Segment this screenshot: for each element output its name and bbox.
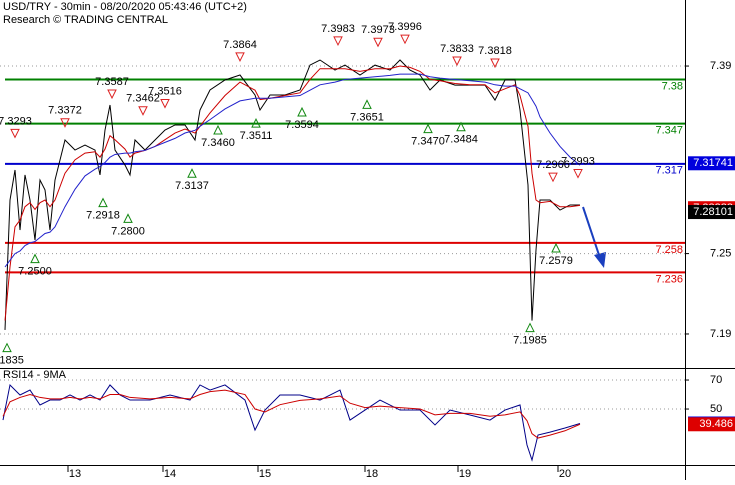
high-label: 7.3833 <box>440 43 474 55</box>
x-tick-label: 18 <box>366 468 378 480</box>
price-tag-label: 7.28101 <box>693 206 733 218</box>
low-label: 7.3460 <box>201 137 235 149</box>
y-tick-label: 7.19 <box>710 328 731 340</box>
low-marker <box>30 253 40 264</box>
chart-title: USD/TRY - 30min - 08/20/2020 05:43:46 (U… <box>3 1 247 13</box>
high-marker <box>548 172 558 183</box>
level-label: 7.347 <box>655 125 683 137</box>
low-marker <box>525 322 535 333</box>
low-label: 7.2800 <box>111 225 145 237</box>
x-tick-label: 20 <box>559 468 571 480</box>
high-label: 7.3516 <box>148 85 182 97</box>
low-marker <box>297 106 307 117</box>
x-tick-label: 15 <box>259 468 271 480</box>
low-marker <box>2 342 12 353</box>
low-label: 7.3470 <box>411 136 445 148</box>
high-label: 7.3864 <box>223 39 257 51</box>
high-marker <box>107 89 117 100</box>
high-marker <box>333 36 343 47</box>
price-tag-label: 7.31741 <box>693 157 733 169</box>
high-label: 7.3372 <box>48 105 82 117</box>
y-tick-label: 50 <box>710 403 722 415</box>
high-marker <box>490 58 500 69</box>
high-label: 7.3983 <box>321 23 355 35</box>
series-line <box>4 59 580 330</box>
price-tag-label: 39.486 <box>699 418 733 430</box>
y-tick-label: 7.39 <box>710 60 731 72</box>
low-marker <box>213 124 223 135</box>
high-marker <box>10 128 20 139</box>
x-tick-label: 13 <box>69 468 81 480</box>
high-label: 7.3587 <box>95 76 129 88</box>
x-tick-label: 19 <box>459 468 471 480</box>
low-marker <box>187 168 197 178</box>
level-label: 7.236 <box>655 273 683 285</box>
x-tick-label: 14 <box>164 468 176 480</box>
high-marker <box>235 52 245 62</box>
series-line <box>4 73 581 268</box>
high-label: 7.2993 <box>561 155 595 167</box>
chart-subtitle: Research © TRADING CENTRAL <box>3 14 168 26</box>
low-label: 7.3511 <box>240 130 273 142</box>
level-label: 7.258 <box>655 244 683 256</box>
high-marker <box>160 98 170 109</box>
high-marker <box>400 34 410 45</box>
high-marker <box>573 169 583 179</box>
forecast-arrow <box>582 206 601 259</box>
high-label: 7.3996 <box>388 21 422 33</box>
price-tag <box>688 156 735 171</box>
series-line <box>2 389 581 439</box>
low-label: 7.3484 <box>444 134 478 146</box>
level-label: 7.38 <box>662 80 683 92</box>
series-line <box>4 65 581 321</box>
low-label: 7.3137 <box>175 180 209 192</box>
high-label: 7.3293 <box>0 115 32 127</box>
low-marker <box>456 121 466 132</box>
level-label: 7.317 <box>655 165 683 177</box>
high-marker <box>138 106 148 116</box>
series-line <box>2 383 581 462</box>
low-label: 7.1835 <box>0 355 24 367</box>
low-marker <box>98 197 108 208</box>
low-marker <box>123 213 133 223</box>
low-marker <box>362 99 372 109</box>
y-tick-label: 70 <box>710 374 722 386</box>
low-marker <box>551 242 561 253</box>
high-label: 7.2966 <box>536 159 570 171</box>
low-label: 7.2579 <box>539 255 573 267</box>
high-marker <box>60 118 70 128</box>
y-tick-label: 7.25 <box>710 248 731 260</box>
high-marker <box>452 56 462 67</box>
low-label: 7.3594 <box>285 119 319 131</box>
high-label: 7.3818 <box>478 45 512 57</box>
low-label: 7.2918 <box>86 210 120 222</box>
low-label: 7.2500 <box>18 266 52 278</box>
high-label: 7.3462 <box>126 93 160 105</box>
price-tag <box>688 205 735 220</box>
high-label: 7.3973 <box>361 24 395 36</box>
indicator-title: RSI14 - 9MA <box>3 369 67 381</box>
high-marker <box>373 37 383 48</box>
low-label: 7.1985 <box>513 334 547 346</box>
low-marker <box>251 118 261 128</box>
forecast-arrow-head <box>594 252 606 268</box>
low-label: 7.3651 <box>350 111 384 123</box>
low-marker <box>423 123 433 134</box>
price-tag <box>688 417 735 432</box>
